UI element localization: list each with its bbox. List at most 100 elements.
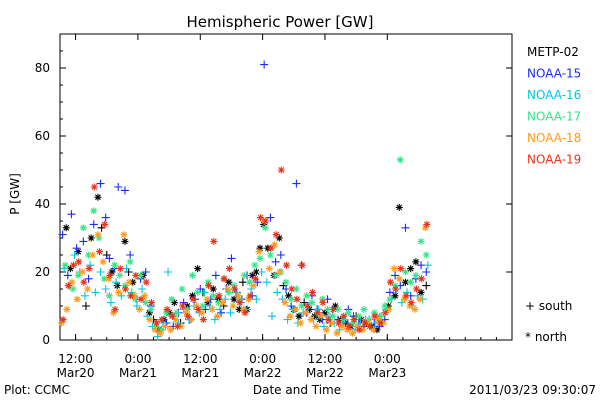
data-point (380, 319, 388, 327)
data-point (142, 278, 150, 286)
data-point (161, 322, 169, 330)
data-point (74, 248, 82, 256)
data-point (407, 265, 415, 273)
data-point (63, 271, 72, 280)
data-point (121, 285, 129, 293)
data-point (344, 309, 352, 317)
data-point (204, 299, 212, 307)
data-point (422, 251, 430, 259)
data-point (79, 237, 88, 246)
data-point (423, 261, 432, 270)
data-point (364, 319, 372, 327)
data-point (58, 230, 67, 239)
series-noaa-15 (58, 60, 431, 334)
data-point (334, 319, 342, 327)
data-point (281, 299, 289, 307)
data-point (146, 316, 154, 324)
data-point (110, 309, 118, 317)
data-point (229, 302, 237, 310)
data-point (321, 309, 329, 317)
data-point (333, 329, 341, 337)
data-point (297, 319, 305, 327)
data-point (298, 302, 306, 310)
data-point (95, 234, 103, 242)
y-axis: 0 20 40 60 80 (35, 50, 512, 347)
data-point (298, 261, 306, 269)
data-point (391, 292, 399, 300)
data-point (168, 295, 176, 303)
data-point (194, 305, 202, 313)
data-point (84, 274, 93, 283)
data-point (87, 234, 95, 242)
data-point (252, 268, 260, 276)
data-point (236, 299, 244, 307)
data-point (94, 231, 102, 239)
data-point (376, 312, 384, 320)
data-point (343, 326, 351, 334)
data-markers (58, 60, 432, 341)
data-point (314, 309, 322, 317)
data-point (240, 271, 248, 279)
data-point (105, 292, 113, 300)
data-point (219, 299, 227, 307)
data-point (287, 295, 295, 303)
data-point (151, 326, 159, 334)
data-point (209, 292, 217, 300)
data-point (390, 265, 398, 273)
data-point (73, 295, 81, 303)
data-point (303, 292, 311, 300)
data-point (210, 237, 218, 245)
data-point (156, 329, 164, 337)
data-point (262, 278, 271, 287)
data-point (211, 271, 220, 280)
data-point (183, 305, 191, 313)
data-point (95, 248, 103, 256)
series-noaa-18 (58, 217, 429, 337)
data-point (145, 309, 153, 317)
data-point (340, 312, 348, 320)
data-point (173, 322, 181, 330)
data-point (328, 319, 336, 327)
data-point (288, 285, 296, 293)
data-point (401, 223, 410, 232)
data-point (62, 224, 70, 232)
data-point (115, 288, 123, 296)
data-point (163, 305, 171, 313)
data-point (158, 316, 166, 324)
y-axis-label: P [GW] (8, 173, 22, 215)
data-point (105, 254, 114, 263)
data-point (111, 261, 119, 269)
data-point (231, 285, 239, 293)
data-point (167, 326, 175, 334)
data-point (116, 271, 124, 279)
legend-item-noaa-19: NOAA-19 (527, 153, 581, 167)
data-point (423, 220, 431, 228)
data-point (61, 261, 69, 269)
data-point (84, 285, 92, 293)
data-point (96, 268, 105, 276)
data-point (135, 305, 143, 313)
data-point (261, 224, 269, 232)
data-point (360, 319, 368, 327)
data-point (85, 265, 93, 273)
data-point (230, 295, 238, 303)
data-point (138, 285, 147, 293)
data-point (273, 288, 282, 297)
x-tick-date-2: Mar21 (181, 366, 219, 380)
data-point (411, 305, 419, 313)
data-point (293, 295, 301, 303)
data-point (416, 295, 424, 303)
data-point (245, 295, 253, 303)
data-point (286, 312, 294, 320)
data-point (106, 298, 115, 307)
data-point (214, 299, 222, 307)
data-point (265, 265, 273, 273)
data-point (153, 319, 161, 327)
data-point (69, 285, 77, 293)
data-point (266, 251, 274, 259)
data-point (407, 278, 415, 286)
data-point (129, 278, 137, 286)
data-point (417, 237, 425, 245)
data-point (338, 322, 346, 330)
